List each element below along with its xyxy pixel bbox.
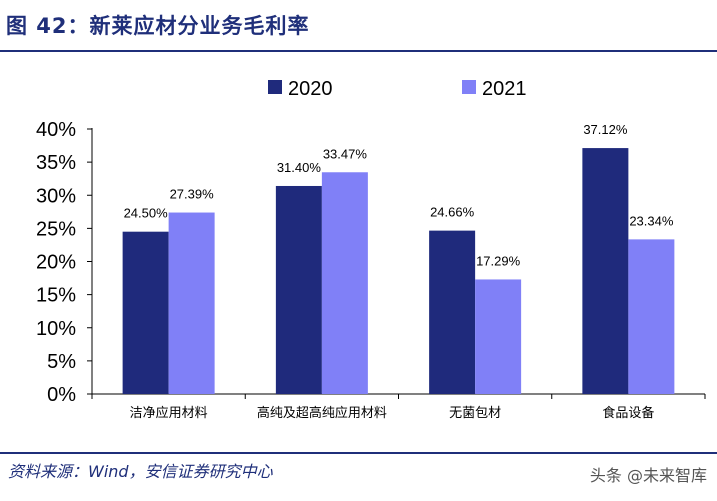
bar-2020	[122, 231, 169, 394]
bar-2021	[475, 279, 522, 394]
data-label: 33.47%	[323, 146, 368, 161]
data-label: 31.40%	[277, 160, 322, 175]
source-note: 资料来源：Wind，安信证券研究中心	[8, 462, 273, 481]
footer-divider	[0, 452, 717, 454]
x-category-label: 高纯及超高纯应用材料	[257, 405, 387, 421]
y-tick-label: 30%	[36, 185, 76, 207]
legend-swatch-2021	[462, 80, 476, 94]
data-label: 24.66%	[430, 205, 475, 220]
x-category-label: 食品设备	[602, 405, 654, 421]
legend-label-2021: 2021	[482, 78, 527, 100]
y-tick-label: 20%	[36, 252, 76, 274]
y-tick-label: 15%	[36, 285, 76, 307]
bar-2021	[628, 239, 675, 394]
y-tick-label: 10%	[36, 318, 76, 340]
data-label: 17.29%	[476, 253, 521, 268]
bar-2020	[582, 148, 629, 394]
bar-2020	[275, 185, 322, 394]
data-label: 24.50%	[124, 206, 169, 221]
y-tick-label: 0%	[47, 384, 76, 406]
y-tick-label: 40%	[36, 119, 76, 141]
y-tick-label: 5%	[47, 351, 76, 373]
data-label: 23.34%	[629, 213, 674, 228]
y-tick-label: 25%	[36, 218, 76, 240]
bar-2021	[321, 172, 368, 394]
data-label: 37.12%	[583, 122, 628, 137]
legend-label-2020: 2020	[288, 78, 333, 100]
bar-2021	[168, 212, 215, 394]
legend-swatch-2020	[268, 80, 282, 94]
chart-title: 图 42：新莱应材分业务毛利率	[6, 14, 310, 38]
bar-2020	[429, 230, 476, 394]
y-tick-label: 35%	[36, 152, 76, 174]
x-category-label: 无菌包材	[449, 406, 501, 421]
title-divider	[0, 50, 717, 52]
bar-chart: 0% 5% 10% 15% 20% 25% 30% 35% 40% 洁净应用材料 24.50%27.…	[36, 78, 706, 421]
x-category-label: 洁净应用材料	[130, 405, 208, 421]
data-label: 27.39%	[170, 187, 215, 202]
watermark: 头条 @未来智库	[589, 466, 707, 485]
